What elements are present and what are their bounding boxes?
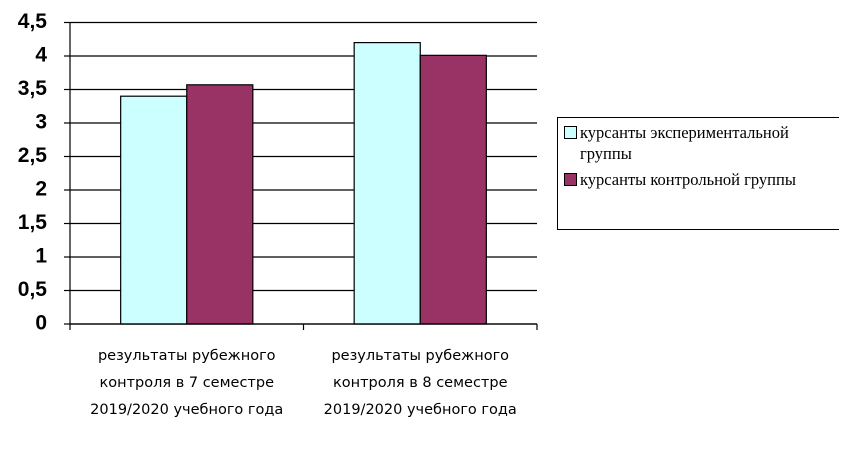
y-tick-label: 1 bbox=[35, 245, 47, 268]
y-tick-label: 1,5 bbox=[18, 211, 48, 234]
legend-entry: курсанты контрольной группы bbox=[564, 169, 839, 190]
y-tick-label: 4,5 bbox=[18, 10, 48, 33]
bar bbox=[120, 95, 188, 325]
y-tick-label: 2,5 bbox=[18, 144, 48, 167]
legend: курсанты экспериментальной группы курсант… bbox=[557, 117, 839, 230]
bar bbox=[353, 41, 421, 325]
y-tick-label: 0 bbox=[35, 312, 47, 335]
y-tick-label: 0,5 bbox=[18, 278, 48, 301]
legend-label: курсанты контрольной группы bbox=[580, 170, 796, 189]
legend-label: курсанты экспериментальной группы bbox=[580, 123, 789, 163]
legend-swatch bbox=[564, 126, 577, 139]
bar bbox=[419, 54, 487, 325]
legend-swatch bbox=[564, 173, 577, 186]
x-tick-label: результаты рубежного контроля в 7 семест… bbox=[90, 348, 284, 418]
bar bbox=[186, 84, 254, 325]
legend-entry: курсанты экспериментальной группы bbox=[564, 122, 839, 164]
y-tick-label: 3 bbox=[35, 111, 47, 134]
x-tick-label: результаты рубежного контроля в 8 семест… bbox=[323, 348, 517, 418]
y-tick-label: 4 bbox=[35, 44, 47, 67]
y-tick-label: 3,5 bbox=[18, 77, 48, 100]
y-tick-label: 2 bbox=[35, 178, 47, 201]
